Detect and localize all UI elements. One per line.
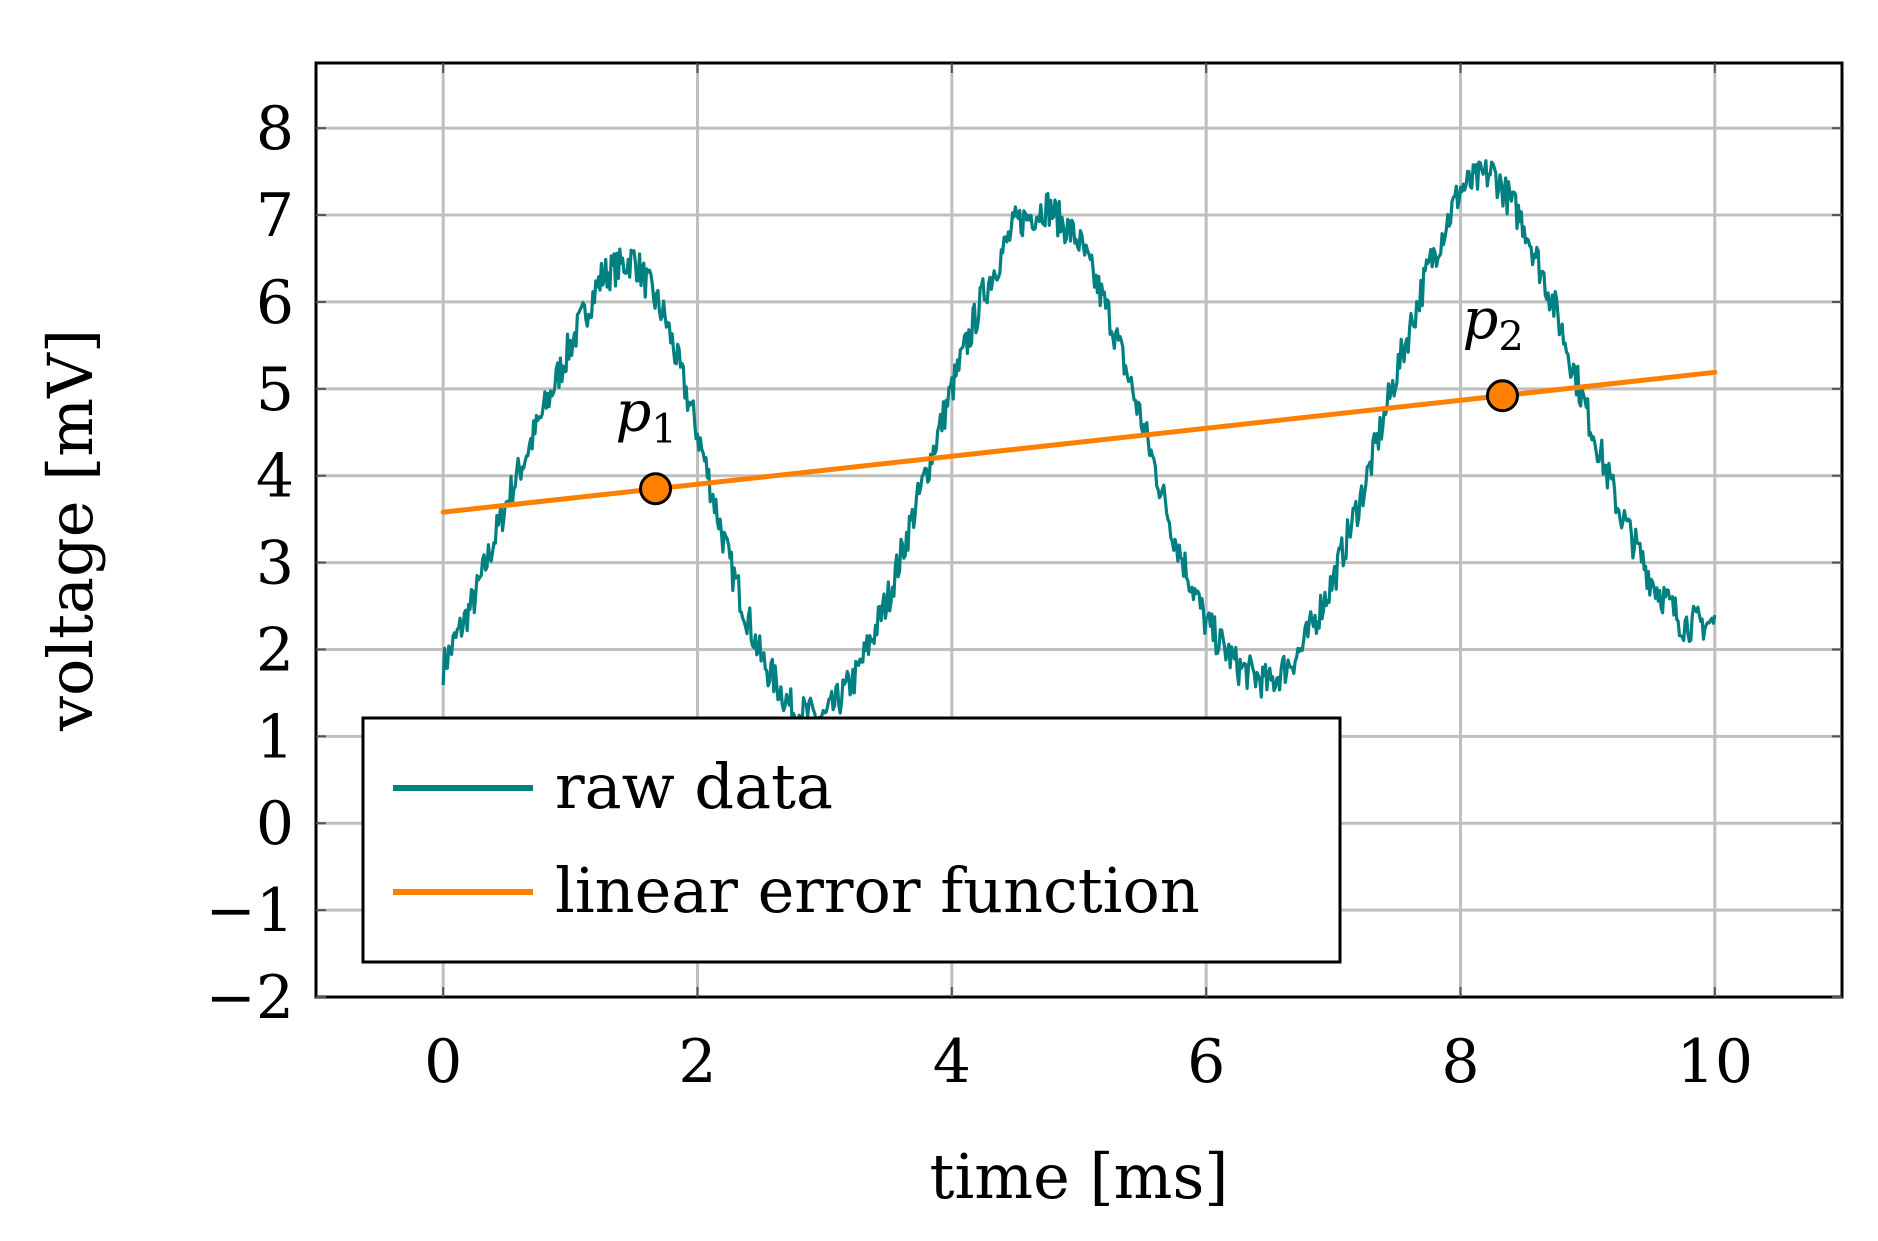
y-tick-label-7: 5 (256, 355, 294, 425)
plot-frame (314, 61, 1844, 999)
x-tick-label-4: 8 (1441, 1027, 1479, 1097)
y-tick-label-0: −2 (206, 963, 294, 1033)
legend: raw data linear error function (361, 716, 1342, 964)
x-axis-label: time [ms] (930, 1140, 1229, 1213)
point-p1-label: p1 (616, 380, 677, 453)
y-tick-label-5: 3 (256, 529, 294, 599)
y-tick-label-8: 6 (256, 268, 294, 338)
x-tick-label-1: 2 (678, 1027, 716, 1097)
series-raw-data-line (441, 159, 1717, 732)
legend-label-linear-error-function: linear error function (555, 854, 1200, 927)
ticks: 0 2 4 6 8 10 −2 −1 0 1 2 3 4 5 6 7 8 (206, 63, 1842, 1097)
y-tick-label-6: 4 (256, 442, 294, 512)
y-tick-label-9: 7 (256, 181, 294, 251)
point-p2-subscript: 2 (1498, 314, 1523, 360)
legend-box (361, 716, 1342, 964)
y-tick-label-2: 0 (256, 789, 294, 859)
x-tick-label-5: 10 (1677, 1027, 1753, 1097)
legend-label-raw-data: raw data (555, 750, 833, 823)
point-p1-subscript: 1 (651, 407, 676, 453)
y-tick-label-3: 1 (256, 702, 294, 772)
y-tick-label-1: −1 (206, 876, 294, 946)
y-tick-label-10: 8 (256, 94, 294, 164)
point-p2-label: p2 (1462, 287, 1523, 360)
y-axis-label: voltage [mV] (34, 329, 107, 732)
grid (316, 63, 1842, 999)
point-p2 (1485, 379, 1519, 413)
y-tick-label-4: 2 (256, 615, 294, 685)
x-tick-label-3: 6 (1187, 1027, 1225, 1097)
point-p1 (639, 472, 673, 506)
series-layer (440, 159, 1718, 732)
x-tick-label-0: 0 (424, 1027, 462, 1097)
x-tick-label-2: 4 (933, 1027, 971, 1097)
